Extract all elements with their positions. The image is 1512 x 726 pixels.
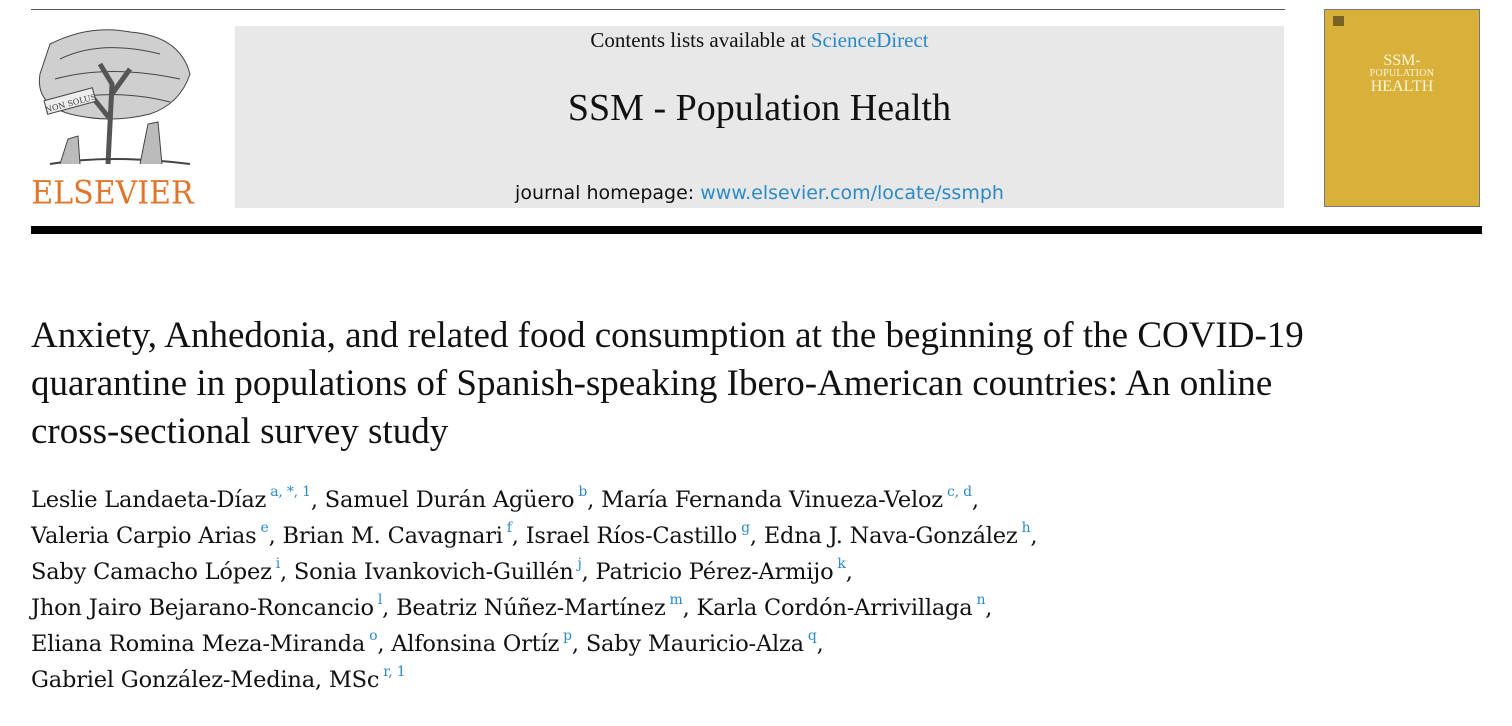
author-name[interactable]: Gabriel González-Medina, MSc	[31, 667, 380, 693]
author-separator: ,	[816, 631, 824, 657]
author-affiliation-marker[interactable]: q	[807, 628, 817, 644]
author-line: Valeria Carpio Arias e, Brian M. Cavagnar…	[31, 518, 1331, 554]
author-affiliation-marker[interactable]: h	[1021, 520, 1031, 536]
author-separator: ,	[310, 487, 325, 513]
author-separator: ,	[571, 631, 586, 657]
cover-line-3: HEALTH	[1370, 78, 1434, 95]
author-affiliation-marker[interactable]: m	[669, 592, 683, 608]
author-separator: ,	[845, 559, 853, 585]
author-name[interactable]: Israel Ríos-Castillo	[525, 523, 738, 549]
author-separator: ,	[587, 487, 602, 513]
journal-title: SSM - Population Health	[567, 87, 952, 129]
sciencedirect-link[interactable]: ScienceDirect	[810, 28, 929, 52]
author-affiliation-marker[interactable]: g	[741, 520, 750, 536]
author-affiliation-marker[interactable]: p	[563, 628, 572, 644]
author-list: Leslie Landaeta-Díaz a, *, 1, Samuel Durá…	[31, 482, 1331, 698]
author-name[interactable]: Patricio Pérez-Armijo	[595, 559, 834, 585]
author-name[interactable]: Saby Camacho López	[31, 559, 272, 585]
author-separator: ,	[377, 631, 392, 657]
author-name[interactable]: Saby Mauricio-Alza	[585, 631, 804, 657]
author-separator: ,	[749, 523, 764, 549]
publisher-name: ELSEVIER	[31, 175, 194, 212]
contents-line: Contents lists available at ScienceDirec…	[235, 28, 1284, 53]
author-line: Eliana Romina Meza-Miranda o, Alfonsina O…	[31, 626, 1331, 662]
author-name[interactable]: Samuel Durán Agüero	[324, 487, 575, 513]
author-name[interactable]: Karla Cordón-Arrivillaga	[696, 595, 973, 621]
author-affiliation-marker[interactable]: b	[578, 484, 588, 500]
author-name[interactable]: Beatriz Núñez-Martínez	[396, 595, 666, 621]
top-rule	[31, 9, 1285, 10]
author-affiliation-marker[interactable]: e	[260, 520, 269, 536]
author-separator: ,	[581, 559, 596, 585]
author-affiliation-marker[interactable]: f	[506, 520, 512, 536]
tree-icon: NON SOLUS	[38, 29, 191, 165]
author-separator: ,	[1030, 523, 1038, 549]
author-affiliation-marker[interactable]: k	[837, 556, 846, 572]
author-line: Gabriel González-Medina, MSc r, 1	[31, 662, 1331, 698]
author-separator: ,	[280, 559, 294, 585]
author-name[interactable]: Jhon Jairo Bejarano-Roncancio	[31, 595, 374, 621]
author-affiliation-marker[interactable]: n	[976, 592, 986, 608]
author-separator: ,	[511, 523, 526, 549]
journal-cover[interactable]: SSM- POPULATION HEALTH	[1324, 9, 1480, 207]
header-divider	[31, 226, 1482, 234]
author-separator: ,	[268, 523, 283, 549]
author-name[interactable]: Edna J. Nava-González	[763, 523, 1018, 549]
author-separator: ,	[985, 595, 993, 621]
homepage-line: journal homepage: www.elsevier.com/locat…	[235, 182, 1284, 204]
contents-prefix: Contents lists available at	[590, 28, 811, 52]
author-affiliation-marker[interactable]: r, 1	[383, 664, 406, 680]
author-separator: ,	[971, 487, 979, 513]
author-separator: ,	[382, 595, 397, 621]
homepage-prefix: journal homepage:	[515, 182, 701, 204]
cover-logo-icon	[1333, 16, 1344, 26]
author-name[interactable]: María Fernanda Vinueza-Veloz	[601, 487, 943, 513]
author-name[interactable]: Valeria Carpio Arias	[31, 523, 257, 549]
author-name[interactable]: Sonia Ivankovich-Guillén	[293, 559, 574, 585]
cover-line-1: SSM-	[1383, 52, 1421, 69]
author-name[interactable]: Brian M. Cavagnari	[282, 523, 503, 549]
author-affiliation-marker[interactable]: a, *, 1	[270, 484, 311, 500]
author-affiliation-marker[interactable]: i	[275, 556, 281, 572]
journal-banner: Contents lists available at ScienceDirec…	[235, 26, 1284, 208]
author-name[interactable]: Alfonsina Ortíz	[391, 631, 560, 657]
article-title: Anxiety, Anhedonia, and related food con…	[31, 315, 1304, 452]
author-affiliation-marker[interactable]: o	[369, 628, 378, 644]
author-line: Jhon Jairo Bejarano-Roncancio l, Beatriz …	[31, 590, 1331, 626]
homepage-link[interactable]: www.elsevier.com/locate/ssmph	[700, 182, 1004, 204]
author-line: Leslie Landaeta-Díaz a, *, 1, Samuel Durá…	[31, 482, 1331, 518]
author-line: Saby Camacho López i, Sonia Ivankovich-Gu…	[31, 554, 1331, 590]
cover-line-2: POPULATION	[1369, 68, 1435, 79]
elsevier-logo[interactable]: NON SOLUS ELSEVIER	[30, 24, 195, 212]
author-affiliation-marker[interactable]: j	[577, 556, 582, 572]
author-affiliation-marker[interactable]: c, d	[946, 484, 972, 500]
author-affiliation-marker[interactable]: l	[377, 592, 383, 608]
author-separator: ,	[682, 595, 697, 621]
author-name[interactable]: Eliana Romina Meza-Miranda	[31, 631, 366, 657]
cover-title: SSM- POPULATION HEALTH	[1325, 53, 1479, 95]
author-name[interactable]: Leslie Landaeta-Díaz	[31, 487, 267, 513]
